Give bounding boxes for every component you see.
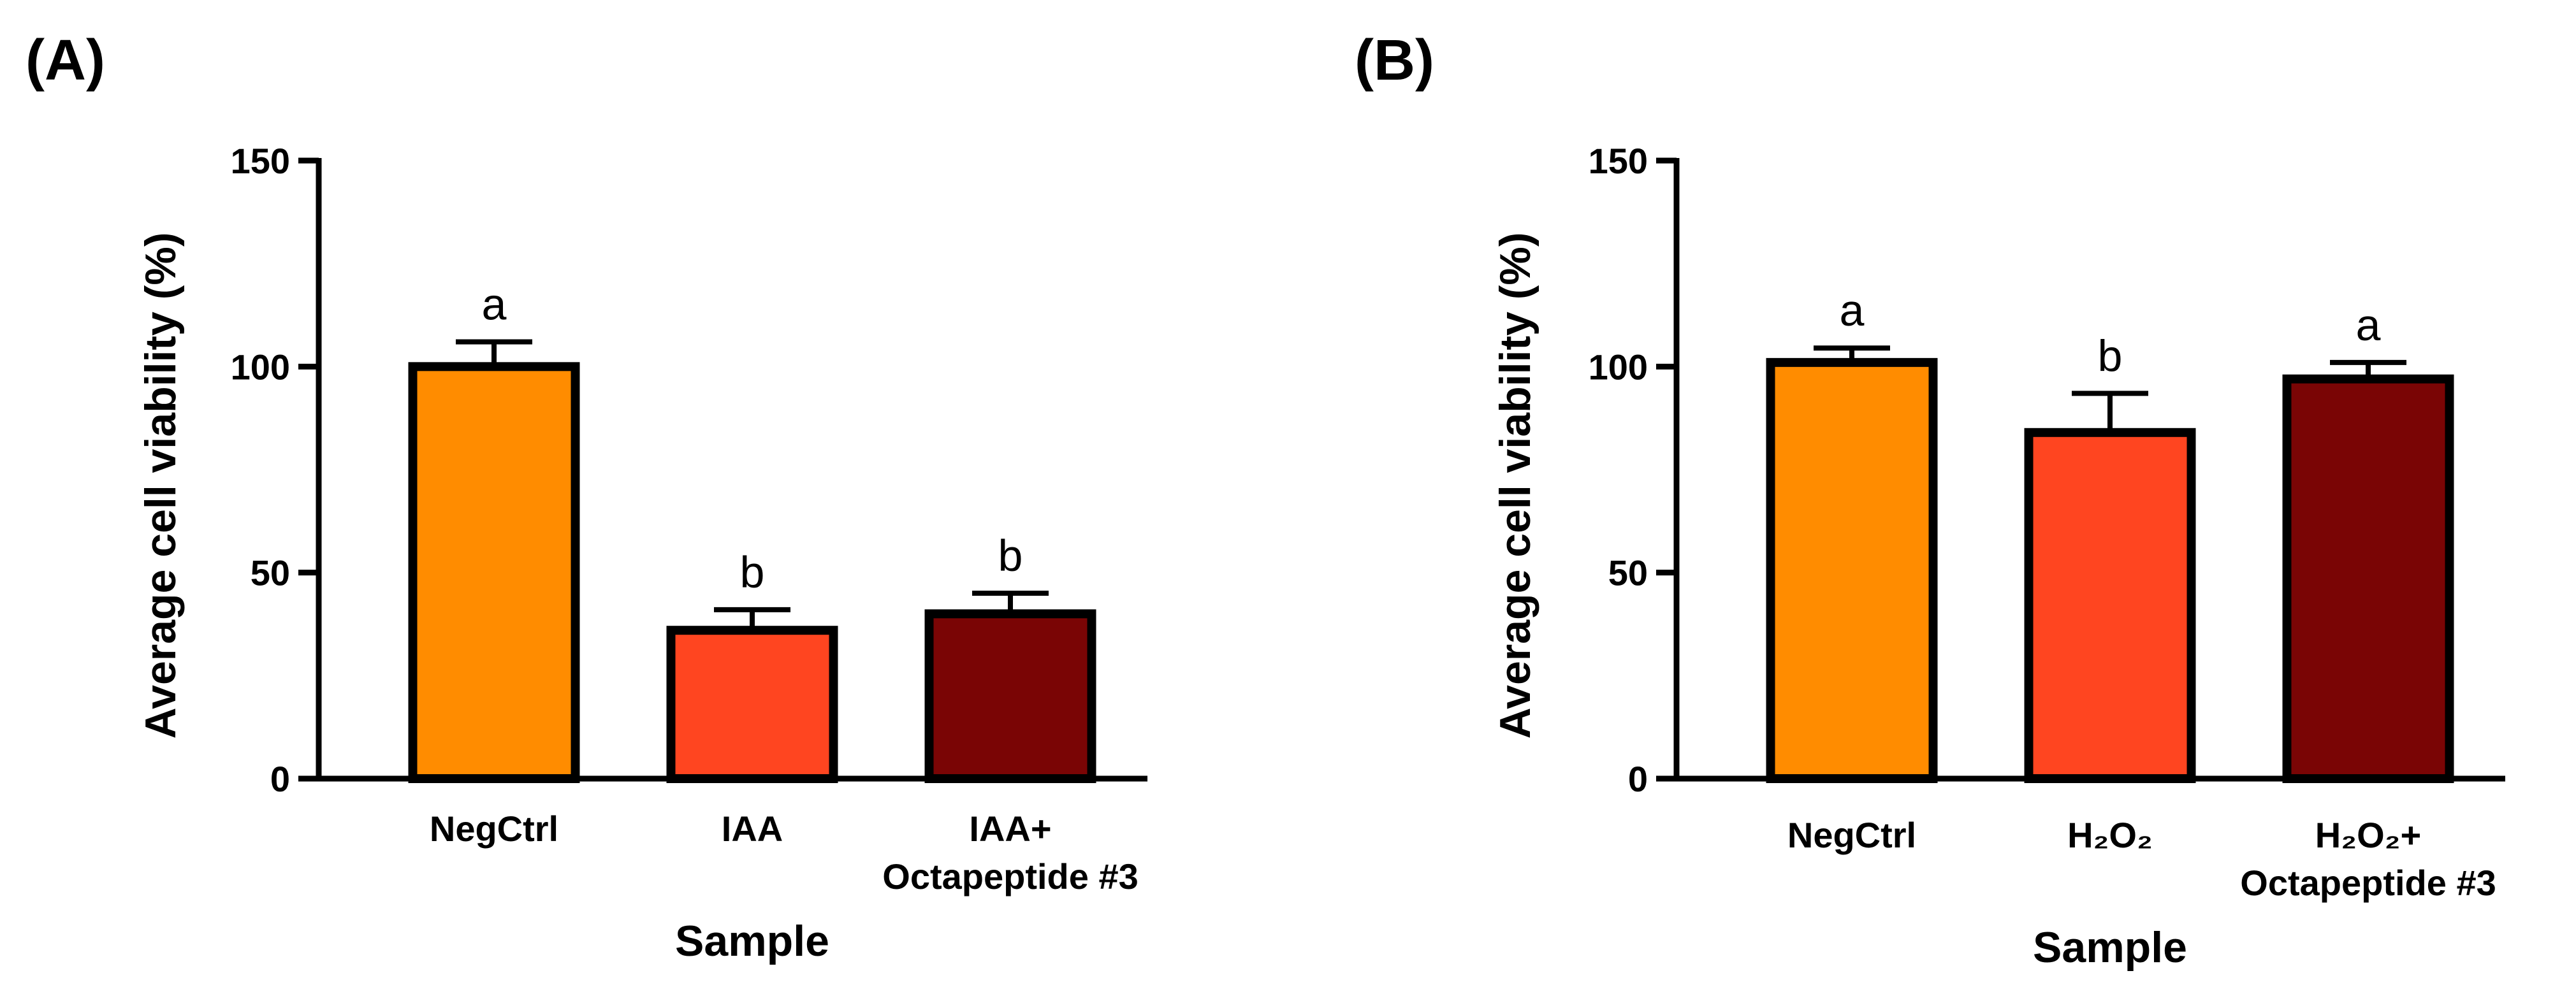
x-tick-label: IAA+ — [969, 809, 1051, 849]
y-tick-label: 0 — [270, 759, 290, 799]
bar — [1766, 357, 1938, 783]
chart-panel-a: (A) Average cell viability (%) Sample a N… — [25, 29, 1147, 965]
y-tick-label: 150 — [231, 141, 290, 181]
significance-label: a — [2356, 300, 2381, 350]
plot-marks: a NegCtrl b H₂O₂ a H₂O₂+ Octapeptide #3 0 50 100 1… — [1589, 141, 2505, 903]
y-tick-label: 100 — [1589, 347, 1648, 387]
x-axis-title: Sample — [675, 917, 829, 965]
x-tick-label: NegCtrl — [1787, 815, 1916, 855]
x-tick-label: Octapeptide #3 — [882, 856, 1138, 897]
chart-panel-b: (B) Average cell viability (%) Sample a N… — [1355, 29, 2505, 972]
y-tick-label: 50 — [1608, 553, 1648, 593]
significance-label: a — [1840, 285, 1865, 335]
y-tick-label: 150 — [1589, 141, 1648, 181]
x-tick-label: NegCtrl — [430, 809, 558, 849]
x-axis-title: Sample — [2033, 923, 2187, 972]
panel-label: (A) — [25, 29, 105, 92]
y-axis-title: Average cell viability (%) — [1491, 233, 1539, 739]
significance-label: b — [2098, 331, 2123, 380]
x-tick-label: H₂O₂ — [2067, 815, 2153, 855]
x-tick-label: Octapeptide #3 — [2240, 863, 2496, 903]
bar — [2024, 428, 2196, 783]
y-tick-label: 50 — [251, 553, 290, 593]
plot-marks: a NegCtrl b IAA b IAA+ Octapeptide #3 0 50 100 150 — [231, 141, 1147, 897]
y-tick-label: 0 — [1628, 759, 1648, 799]
bar — [2282, 374, 2454, 783]
x-tick-label: IAA — [722, 809, 783, 849]
bar — [408, 362, 580, 783]
significance-label: a — [482, 280, 507, 329]
y-tick-label: 100 — [231, 347, 290, 387]
y-axis-title: Average cell viability (%) — [136, 233, 185, 739]
x-tick-label: H₂O₂+ — [2315, 815, 2421, 855]
panel-label: (B) — [1355, 29, 1434, 92]
bar — [666, 626, 838, 784]
significance-label: b — [740, 547, 765, 597]
significance-label: b — [998, 531, 1023, 580]
bar — [924, 609, 1096, 783]
